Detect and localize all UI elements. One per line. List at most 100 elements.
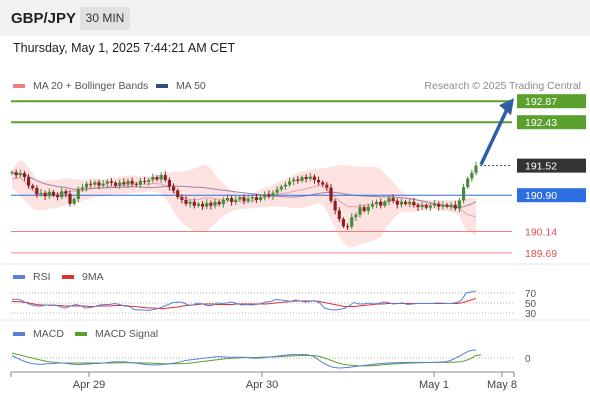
time-label: Apr 30: [246, 379, 278, 391]
bb-swatch: [13, 84, 25, 88]
support-label: 190.14: [525, 226, 557, 238]
candle-body: [238, 197, 242, 200]
candle-body: [209, 202, 213, 206]
candle-body: [287, 181, 292, 185]
candle-body: [163, 175, 167, 180]
candle-body: [84, 183, 89, 188]
candle-body: [225, 198, 230, 200]
candle-body: [254, 197, 259, 200]
candle-body: [453, 204, 457, 209]
candle-body: [234, 199, 238, 202]
candle-body: [55, 195, 60, 198]
candle-body: [437, 203, 441, 207]
candle-body: [35, 188, 39, 195]
candle-body: [275, 189, 279, 193]
candle-body: [31, 185, 35, 189]
timeframe-button[interactable]: 30 MIN: [80, 7, 130, 30]
candle-body: [180, 197, 184, 200]
candle-body: [370, 204, 375, 207]
candle-body: [412, 201, 416, 206]
resistance-label: 192.43: [525, 117, 557, 129]
candle-body: [14, 172, 18, 176]
legend-macd-signal: MACD Signal: [75, 328, 158, 340]
candle-body: [366, 206, 370, 211]
candle-body: [416, 205, 420, 208]
candle-body: [379, 201, 383, 206]
projection-arrow: [479, 106, 510, 166]
candle-body: [312, 176, 317, 180]
legend-bb: MA 20 + Bollinger Bands: [13, 80, 148, 92]
last-price-tag: [517, 158, 586, 173]
candle-body: [47, 191, 51, 197]
candle-body: [337, 210, 341, 220]
candle-body: [283, 184, 288, 187]
macd-tick-label: 0: [525, 354, 531, 365]
legend-ma50: MA 50: [156, 80, 206, 92]
candle-body: [167, 179, 172, 187]
candle-body: [420, 205, 424, 208]
candle-body: [126, 180, 130, 185]
copyright: Research © 2025 Trading Central: [424, 80, 581, 92]
legend-bb-label: MA 20 + Bollinger Bands: [33, 80, 149, 92]
candle-body: [26, 177, 31, 186]
candle-body: [304, 177, 308, 179]
rsi-tick-label: 30: [525, 309, 537, 320]
legend-macd-signal-label: MACD Signal: [95, 328, 159, 340]
candle-body: [461, 187, 466, 201]
candle-body: [184, 199, 188, 204]
resistance-tag: [517, 115, 586, 130]
resistance-tag: [517, 94, 586, 109]
candle-body: [43, 192, 47, 197]
header-bar: GBP/JPY 30 MIN: [0, 0, 590, 36]
candle-body: [68, 193, 72, 204]
time-label: May 8: [487, 379, 517, 391]
candle-body: [432, 203, 437, 206]
time-label: May 1: [419, 379, 449, 391]
candle-body: [97, 182, 101, 186]
candle-body: [441, 204, 445, 207]
candle-body: [383, 201, 387, 206]
candle-body: [192, 201, 196, 206]
candle-body: [171, 186, 176, 191]
candle-body: [362, 207, 366, 211]
candle-body: [134, 183, 138, 185]
candle-body: [200, 203, 205, 207]
rsi-line: [11, 290, 477, 312]
candle-body: [147, 179, 151, 182]
candle-body: [387, 198, 391, 202]
candle-body: [39, 192, 43, 195]
candle-body: [242, 197, 246, 201]
candle-body: [159, 175, 163, 180]
legend-macd: MACD: [13, 328, 64, 340]
candle-body: [345, 226, 350, 228]
rsi-ma-swatch: [62, 275, 74, 279]
candle-body: [391, 198, 395, 201]
candle-body: [196, 203, 201, 206]
pivot-label: 190.90: [525, 190, 557, 202]
macd-swatch: [13, 332, 25, 336]
symbol-title: GBP/JPY: [11, 10, 77, 27]
candle-body: [296, 179, 300, 181]
legend-rsi: RSI: [13, 271, 51, 283]
candle-body: [333, 200, 337, 211]
candle-body: [151, 177, 155, 180]
candle-body: [403, 201, 408, 204]
candle-body: [229, 198, 234, 202]
legend-rsi-label: RSI: [33, 271, 51, 283]
candle-body: [457, 200, 462, 209]
resistance-label: 192.87: [525, 96, 557, 108]
rsi-ma-line: [12, 298, 477, 309]
candle-body: [51, 191, 56, 196]
candle-body: [18, 173, 22, 176]
candle-body: [113, 182, 118, 186]
ma50-line: [11, 171, 477, 209]
candle-body: [105, 181, 109, 184]
candle-body: [60, 191, 64, 198]
candle-body: [130, 180, 134, 184]
candle-body: [300, 177, 304, 181]
candle-body: [10, 172, 14, 174]
candle-body: [250, 197, 254, 199]
rsi-swatch: [13, 275, 25, 279]
